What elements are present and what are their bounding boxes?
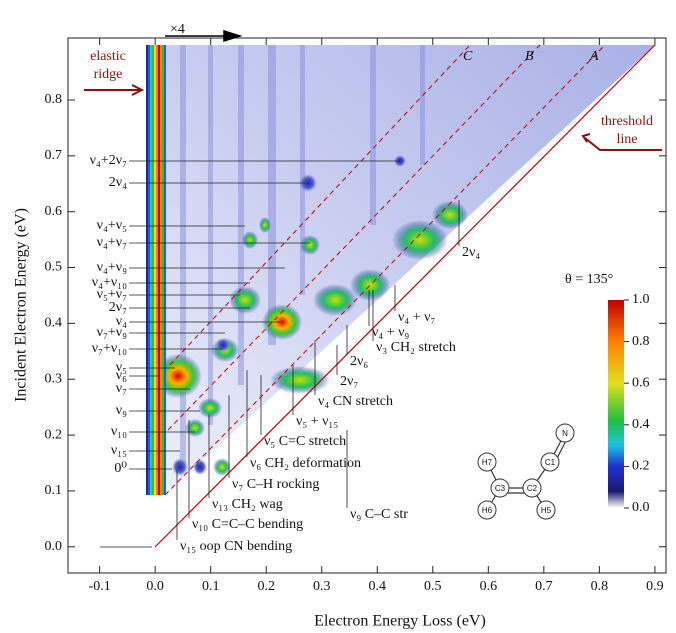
y-tick-label: 0.5 [45,260,63,275]
x-tick-label: 0.7 [535,579,553,594]
intensity-map [146,45,655,495]
peak-label: ν₄ CN stretch [318,394,393,409]
x-tick-label: 0.9 [646,579,664,594]
peak-label: ν₅ C=C stretch [264,434,346,449]
peak-label: ν₁₃ CH₂ wag [212,497,283,512]
atom [540,452,560,472]
peak-label: ν₅+ν₇ [97,287,127,302]
atom-label: N [562,429,568,438]
y-tick-label: 0.7 [45,148,63,163]
angle-label: θ = 135° [565,272,613,287]
scale-arrow [165,29,243,43]
x-tick-label: 0.3 [313,579,331,594]
peak-label: 2ν₆ [350,354,368,369]
y-tick-label: 0.1 [45,483,63,498]
atom-label: C2 [527,484,538,493]
line-label: B [525,49,534,64]
elastic-ridge-band [146,45,166,495]
peak-label: ν₆ CH₂ deformation [250,456,361,471]
peak-label: ν₅ [116,360,127,375]
plot-frame [67,37,667,574]
atom-label: C3 [495,484,506,493]
peak-label: ν₁₅ oop CN bending [180,539,292,554]
colorbar-tick-label: 0.2 [632,459,650,474]
x-tick-label: 0.6 [480,579,498,594]
x-tick-label: 0.4 [369,579,387,594]
map-region [162,45,655,495]
molecule [486,432,570,511]
x-tick-label: 0.5 [424,579,442,594]
peak-label: ν₄+ν₇ [97,235,127,250]
x-tick-label: 0.0 [146,579,164,594]
peak-label: ν₁₀ C=C–C bending [192,517,303,532]
atom-label: H6 [482,506,493,515]
peak-label: ν₄ + ν₉ [372,325,409,340]
peak-label: ν₁₅ [111,443,127,458]
peak-label: ν₇ [116,381,127,396]
y-tick-label: 0.8 [45,92,63,107]
y-tick-label: 0.4 [45,316,63,331]
atom [477,500,497,520]
atom [522,478,542,498]
peak-label: ν₉ C–C str [350,507,408,522]
line-label: C [463,49,473,64]
peak-label: ν₄+2ν₇ [90,153,127,168]
colorbar-tick-label: 0.8 [632,334,650,349]
y-tick-label: 0.3 [45,371,63,386]
colorbar [608,300,624,508]
peak-label: ν₄+ν₁₀ [92,275,127,290]
line-c [169,44,471,366]
line-label: A [589,49,599,64]
atom [477,452,497,472]
colorbar-tick-label: 0.6 [632,375,650,390]
peak-label: 2ν₄ [462,245,480,260]
elastic-arrow [84,84,145,96]
x-tick-label: 0.8 [591,579,609,594]
peak-label: ν₁₀ [111,424,127,439]
elastic-label: elastic [90,49,126,64]
y-tick-label: 0.6 [45,204,63,219]
atom [555,423,575,443]
peak-label: ν₇+ν₉ [97,325,127,340]
peak-label: ν₇ C–H rocking [232,477,319,492]
y-axis-label: Incident Electron Energy (eV) [13,208,30,402]
colorbar-tick-label: 0.0 [632,500,650,515]
peak-label: ν₉ [116,403,127,418]
x-tick-label: 0.2 [257,579,275,594]
atom-label: H7 [482,458,493,467]
peak-label: ν₄+ν₅ [97,218,127,233]
peak-label: ν₇+ν₁₀ [92,341,127,356]
colorbar-tick-label: 0.4 [632,417,650,432]
map-stripes [180,45,425,465]
y-tick-label: 0.2 [45,427,63,442]
elastic-label: ridge [94,67,123,82]
peak-label: ν₆ [116,368,127,383]
line-a [164,44,606,496]
threshold-line [154,44,656,548]
x-tick-label: -0.1 [89,579,111,594]
threshold-arrow [581,133,662,151]
peak-label: 2ν₇ [340,374,358,389]
atom-label: H5 [541,506,552,515]
y-tick-label: 0.0 [45,539,63,554]
peak-label: 0⁰ [114,461,127,476]
peak-label: ν₄ [116,314,127,329]
threshold-label: line [617,132,638,147]
atom [490,478,510,498]
threshold-label: threshold [601,114,653,129]
atom-label: C1 [545,458,556,467]
peak-label: ν₃ CH₂ stretch [376,340,456,355]
peak-label: 2ν₇ [109,300,127,315]
scale-note: ×4 [170,22,185,37]
colorbar-tick-label: 1.0 [632,292,650,307]
peak-label: ν₄ + ν₇ [398,310,435,325]
peak-label: 2ν₄ [109,175,127,190]
atom [536,500,556,520]
peak-label: ν₄+ν₉ [97,260,127,275]
peak-label: ν₅ + ν₁₅ [296,414,338,429]
x-axis-label: Electron Energy Loss (eV) [314,613,486,630]
x-tick-label: 0.1 [202,579,220,594]
